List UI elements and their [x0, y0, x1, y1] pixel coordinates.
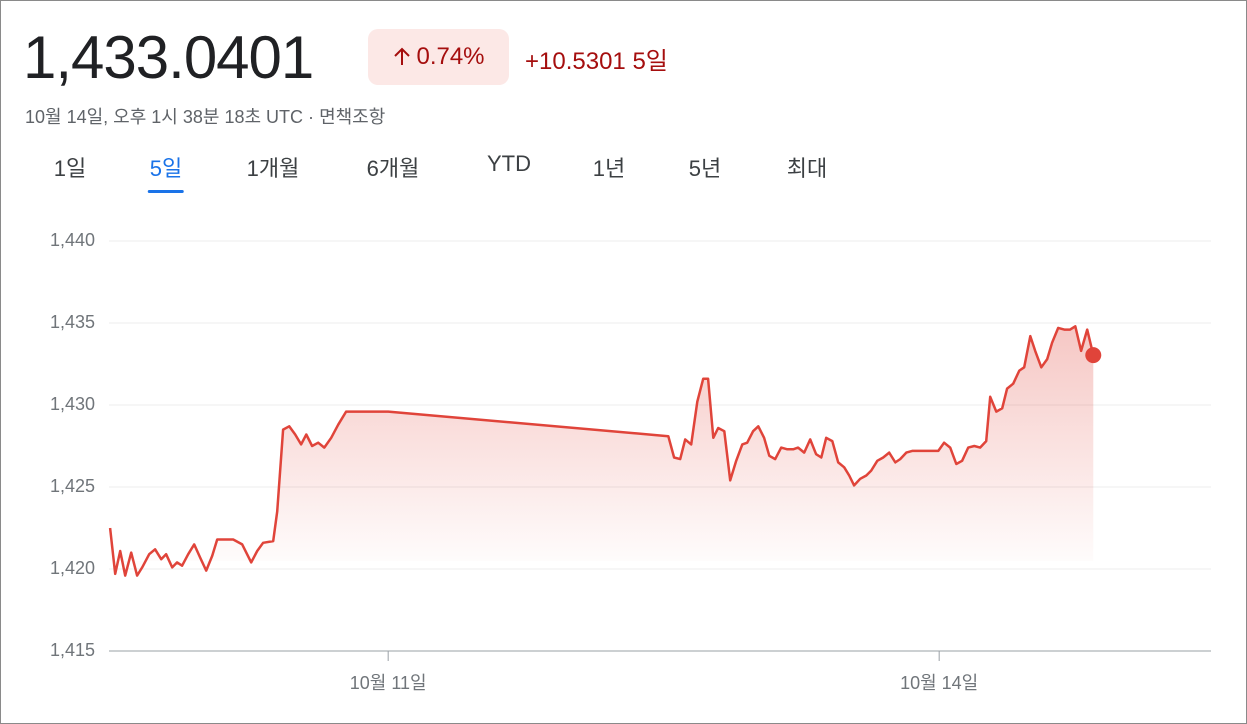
y-tick-label: 1,435 [50, 312, 95, 332]
price: 1,433.0401 [23, 24, 314, 91]
price-line [108, 325, 1095, 577]
subtitle: 10월 14일, 오후 1시 38분 18초 UTC · 면책조항 [25, 103, 385, 129]
separator: · [308, 107, 315, 127]
y-tick-label: 1,420 [50, 558, 95, 578]
tab[interactable]: 최대 [786, 156, 828, 181]
change-value: +10.5301 [525, 48, 626, 75]
y-tick-label: 1,425 [50, 476, 95, 496]
chart: 1,415 1,420 1,425 1,430 1,435 1,440 10월 11일 10월… [50, 230, 1211, 693]
tab[interactable]: 5일 [147, 151, 185, 193]
y-tick-label: 1,440 [50, 230, 95, 250]
change-badge: 0.74% [368, 29, 509, 85]
up-arrow [394, 47, 411, 65]
timestamp: 10월 14일, 오후 1시 38분 18초 UTC [25, 107, 304, 127]
tab[interactable]: 1일 [53, 156, 87, 181]
tab[interactable]: 5년 [688, 156, 722, 181]
x-tick-label: 10월 14일 [900, 673, 978, 693]
tab[interactable]: 1년 [592, 156, 626, 181]
last-point [1085, 347, 1102, 364]
area [110, 326, 1094, 576]
change: +10.5301 5일 [525, 41, 668, 76]
tab[interactable]: 6개월 [366, 156, 420, 181]
tab[interactable]: YTD [487, 151, 531, 176]
tab[interactable]: 1개월 [246, 156, 300, 181]
change-period: 5일 [632, 48, 668, 75]
y-tick-label: 1,415 [50, 640, 95, 660]
disclaimer-link[interactable]: 면책조항 [319, 107, 386, 127]
x-tick-label: 10월 11일 [350, 673, 427, 693]
change-percent: 0.74% [416, 43, 485, 70]
y-tick-label: 1,430 [50, 394, 95, 414]
